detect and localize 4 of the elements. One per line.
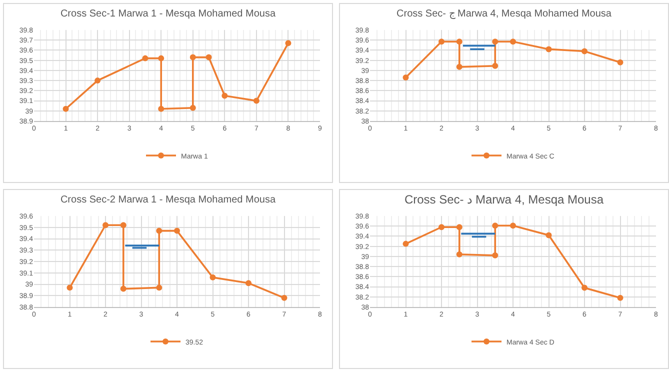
chart-title: Cross Sec-1 Marwa 1 - Mesqa Mohamed Mousa <box>60 8 276 20</box>
chart-title: Cross Sec- ج Marwa 4, Mesqa Mohamed Mousa <box>396 8 612 20</box>
chart-title: Cross Sec- د Marwa 4, Mesqa Mousa <box>404 192 604 207</box>
chart-title: Cross Sec-2 Marwa 1 - Mesqa Mohamed Mousa <box>60 194 276 206</box>
